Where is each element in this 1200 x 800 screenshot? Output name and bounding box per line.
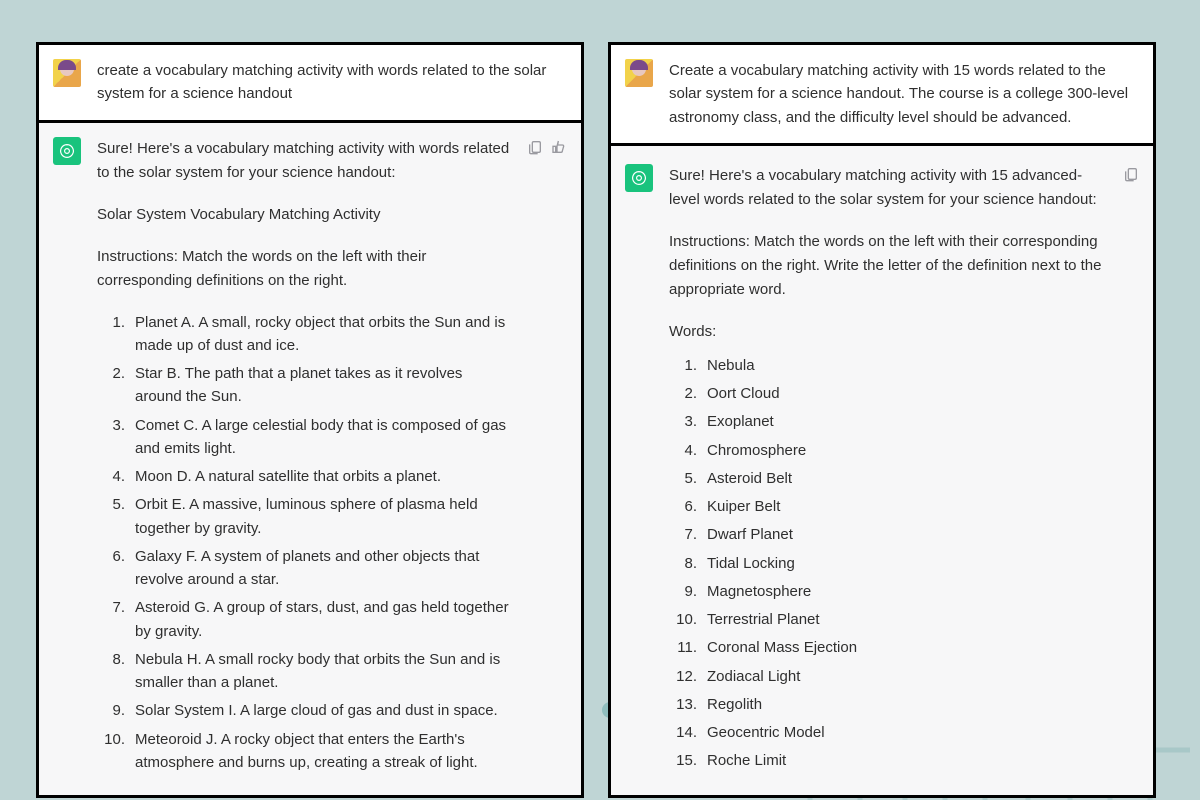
chat-panel-right: Create a vocabulary matching activity wi… [608,42,1156,798]
list-item: Tidal Locking [669,552,1107,575]
list-item: Regolith [669,693,1107,716]
list-item: Chromosphere [669,439,1107,462]
openai-logo-icon [58,142,76,160]
thumbs-up-icon[interactable] [551,139,567,155]
list-item: Asteroid G. A group of stars, dust, and … [97,596,511,643]
list-item: Planet A. A small, rocky object that orb… [97,311,511,358]
list-item: Zodiacal Light [669,665,1107,688]
assistant-intro: Sure! Here's a vocabulary matching activ… [669,164,1107,212]
list-item: Galaxy F. A system of planets and other … [97,545,511,592]
list-item: Nebula H. A small rocky body that orbits… [97,648,511,695]
list-item: Star B. The path that a planet takes as … [97,362,511,409]
list-item: Geocentric Model [669,721,1107,744]
chat-panel-left: create a vocabulary matching activity wi… [36,42,584,798]
clipboard-icon[interactable] [1123,166,1139,182]
user-message: Create a vocabulary matching activity wi… [611,45,1153,143]
list-item: Coronal Mass Ejection [669,636,1107,659]
list-item: Meteoroid J. A rocky object that enters … [97,728,511,775]
list-item: Roche Limit [669,749,1107,772]
list-item: Solar System I. A large cloud of gas and… [97,699,511,722]
list-item: Exoplanet [669,410,1107,433]
assistant-avatar [53,137,81,165]
user-message: create a vocabulary matching activity wi… [39,45,581,120]
vocab-list-left: Planet A. A small, rocky object that orb… [97,311,511,775]
list-item: Magnetosphere [669,580,1107,603]
list-item: Kuiper Belt [669,495,1107,518]
list-item: Terrestrial Planet [669,608,1107,631]
vocab-list-right: Nebula Oort Cloud Exoplanet Chromosphere… [669,354,1107,773]
list-item: Asteroid Belt [669,467,1107,490]
user-avatar [53,59,81,87]
panels-container: create a vocabulary matching activity wi… [36,42,1156,798]
list-item: Oort Cloud [669,382,1107,405]
assistant-intro: Sure! Here's a vocabulary matching activ… [97,137,511,185]
activity-instructions: Instructions: Match the words on the lef… [669,230,1107,302]
assistant-avatar [625,164,653,192]
user-avatar [625,59,653,87]
list-item: Moon D. A natural satellite that orbits … [97,465,511,488]
list-item: Orbit E. A massive, luminous sphere of p… [97,493,511,540]
message-actions [1123,164,1139,182]
activity-title: Solar System Vocabulary Matching Activit… [97,203,511,227]
message-actions [527,137,567,155]
assistant-message: Sure! Here's a vocabulary matching activ… [611,146,1153,795]
assistant-body: Sure! Here's a vocabulary matching activ… [669,164,1107,778]
activity-instructions: Instructions: Match the words on the lef… [97,245,511,293]
openai-logo-icon [630,169,648,187]
clipboard-icon[interactable] [527,139,543,155]
list-item: Comet C. A large celestial body that is … [97,414,511,461]
user-prompt-text: create a vocabulary matching activity wi… [97,59,563,106]
list-item: Nebula [669,354,1107,377]
assistant-body: Sure! Here's a vocabulary matching activ… [97,137,511,780]
assistant-message: Sure! Here's a vocabulary matching activ… [39,123,581,796]
words-header: Words: [669,320,1107,344]
list-item: Dwarf Planet [669,523,1107,546]
user-prompt-text: Create a vocabulary matching activity wi… [669,59,1135,129]
